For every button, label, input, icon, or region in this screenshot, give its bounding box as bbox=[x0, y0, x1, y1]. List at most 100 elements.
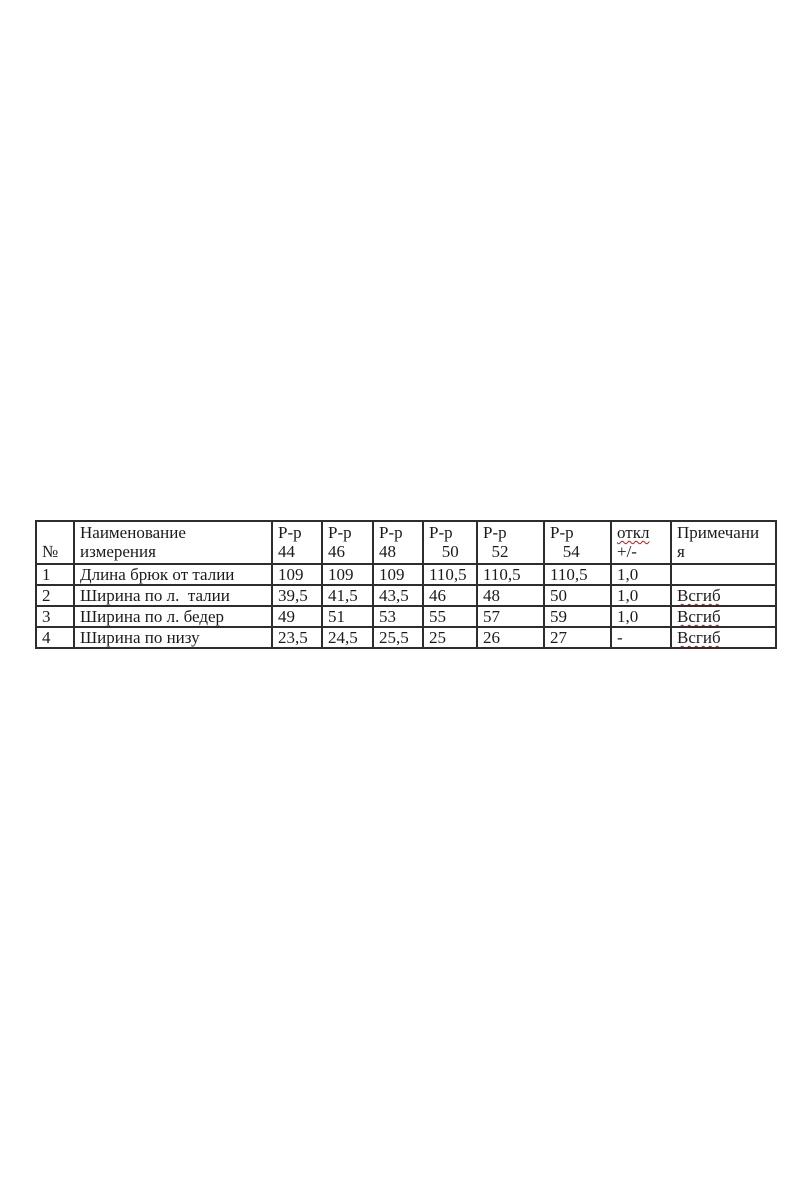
column-header-size-50-line: Р-р bbox=[429, 523, 453, 542]
column-header-size-52: Р-р 52 bbox=[476, 520, 545, 565]
size-chart-table: № Наименование измерения Р-р 44 Р-р 46 Р-р 48 Р-р… bbox=[35, 520, 777, 649]
cell-size-50: 110,5 bbox=[422, 563, 478, 586]
cell-otkl: 1,0 bbox=[610, 563, 672, 586]
column-header-otkl-line: +/- bbox=[617, 542, 637, 561]
cell-text: 46 bbox=[429, 586, 446, 605]
cell-num: 3 bbox=[35, 605, 75, 628]
table-row: 2 Ширина по л. талии 39,5 41,5 43,5 46 48 50 1,0… bbox=[35, 584, 777, 607]
cell-text: 41,5 bbox=[328, 586, 358, 605]
cell-size-52: 110,5 bbox=[476, 563, 545, 586]
cell-text: 48 bbox=[483, 586, 500, 605]
cell-size-54: 59 bbox=[543, 605, 612, 628]
column-header-note-line: Примечани bbox=[677, 523, 760, 542]
cell-text: 24,5 bbox=[328, 628, 358, 647]
cell-size-54: 27 bbox=[543, 626, 612, 649]
cell-text: 49 bbox=[278, 607, 295, 626]
cell-text: Ширина по л. талии bbox=[80, 586, 230, 605]
cell-text: 25 bbox=[429, 628, 446, 647]
cell-note: Всгиб bbox=[670, 626, 777, 649]
cell-note: Всгиб bbox=[670, 605, 777, 628]
column-header-size-48: Р-р 48 bbox=[372, 520, 424, 565]
cell-name: Ширина по л. бедер bbox=[73, 605, 273, 628]
column-header-size-52-line: 52 bbox=[483, 542, 509, 561]
cell-text: 4 bbox=[42, 628, 51, 647]
cell-name: Длина брюк от талии bbox=[73, 563, 273, 586]
cell-text: Ширина по л. бедер bbox=[80, 607, 225, 626]
cell-name: Ширина по низу bbox=[73, 626, 273, 649]
cell-size-46: 24,5 bbox=[321, 626, 374, 649]
column-header-note-line: я bbox=[677, 542, 685, 561]
cell-size-54: 50 bbox=[543, 584, 612, 607]
column-header-name-line: Наименование bbox=[80, 523, 186, 542]
table-row: 3 Ширина по л. бедер 49 51 53 55 57 59 1,0 Всгиб bbox=[35, 605, 777, 628]
cell-size-48: 25,5 bbox=[372, 626, 424, 649]
cell-text: 25,5 bbox=[379, 628, 409, 647]
table-row: 1 Длина брюк от талии 109 109 109 110,5 110,5 1… bbox=[35, 563, 777, 586]
cell-text: 57 bbox=[483, 607, 500, 626]
cell-text: 3 bbox=[42, 607, 51, 626]
table-header: № Наименование измерения Р-р 44 Р-р 46 Р-р 48 Р-р… bbox=[35, 520, 777, 565]
cell-size-46: 51 bbox=[321, 605, 374, 628]
cell-text: 109 bbox=[278, 565, 304, 584]
cell-text: 110,5 bbox=[550, 565, 588, 584]
cell-otkl: 1,0 bbox=[610, 584, 672, 607]
cell-otkl: 1,0 bbox=[610, 605, 672, 628]
cell-size-48: 109 bbox=[372, 563, 424, 586]
cell-text: 39,5 bbox=[278, 586, 308, 605]
column-header-size-50: Р-р 50 bbox=[422, 520, 478, 565]
cell-size-44: 109 bbox=[271, 563, 323, 586]
cell-size-46: 41,5 bbox=[321, 584, 374, 607]
cell-note: Всгиб bbox=[670, 584, 777, 607]
cell-text: 1,0 bbox=[617, 565, 639, 584]
cell-size-50: 46 bbox=[422, 584, 478, 607]
cell-text: Всгиб bbox=[677, 586, 721, 605]
cell-otkl: - bbox=[610, 626, 672, 649]
cell-size-52: 57 bbox=[476, 605, 545, 628]
column-header-otkl-line: откл bbox=[617, 523, 650, 542]
cell-size-48: 43,5 bbox=[372, 584, 424, 607]
cell-size-44: 49 bbox=[271, 605, 323, 628]
cell-size-50: 55 bbox=[422, 605, 478, 628]
column-header-note: Примечани я bbox=[670, 520, 777, 565]
table-row: 4 Ширина по низу 23,5 24,5 25,5 25 26 27 - Всгиб bbox=[35, 626, 777, 649]
cell-text: 1 bbox=[42, 565, 51, 584]
column-header-name-line: измерения bbox=[80, 542, 156, 561]
cell-text: 26 bbox=[483, 628, 500, 647]
column-header-name: Наименование измерения bbox=[73, 520, 273, 565]
cell-size-50: 25 bbox=[422, 626, 478, 649]
column-header-size-54: Р-р 54 bbox=[543, 520, 612, 565]
cell-name: Ширина по л. талии bbox=[73, 584, 273, 607]
cell-num: 1 bbox=[35, 563, 75, 586]
column-header-size-44-line: Р-р bbox=[278, 523, 302, 542]
cell-text: 1,0 bbox=[617, 586, 639, 605]
column-header-num: № bbox=[35, 520, 75, 565]
cell-text: - bbox=[617, 628, 623, 647]
cell-num: 4 bbox=[35, 626, 75, 649]
cell-size-52: 48 bbox=[476, 584, 545, 607]
cell-text: 50 bbox=[550, 586, 567, 605]
cell-num: 2 bbox=[35, 584, 75, 607]
cell-size-54: 110,5 bbox=[543, 563, 612, 586]
cell-text: 109 bbox=[379, 565, 405, 584]
cell-text: 43,5 bbox=[379, 586, 409, 605]
cell-text: Всгиб bbox=[677, 607, 721, 626]
column-header-size-54-line: 54 bbox=[550, 542, 580, 561]
cell-size-44: 23,5 bbox=[271, 626, 323, 649]
cell-size-44: 39,5 bbox=[271, 584, 323, 607]
cell-text: 2 bbox=[42, 586, 51, 605]
cell-text: 109 bbox=[328, 565, 354, 584]
column-header-size-46: Р-р 46 bbox=[321, 520, 374, 565]
column-header-size-48-line: 48 bbox=[379, 542, 396, 561]
cell-text: 53 bbox=[379, 607, 396, 626]
cell-text: Ширина по низу bbox=[80, 628, 200, 647]
cell-size-46: 109 bbox=[321, 563, 374, 586]
cell-text: 1,0 bbox=[617, 607, 639, 626]
column-header-size-50-line: 50 bbox=[429, 542, 459, 561]
column-header-otkl: откл +/- bbox=[610, 520, 672, 565]
cell-text: 110,5 bbox=[483, 565, 521, 584]
cell-text: 55 bbox=[429, 607, 446, 626]
column-header-size-44: Р-р 44 bbox=[271, 520, 323, 565]
cell-size-48: 53 bbox=[372, 605, 424, 628]
cell-text: 27 bbox=[550, 628, 567, 647]
column-header-size-46-line: Р-р bbox=[328, 523, 352, 542]
